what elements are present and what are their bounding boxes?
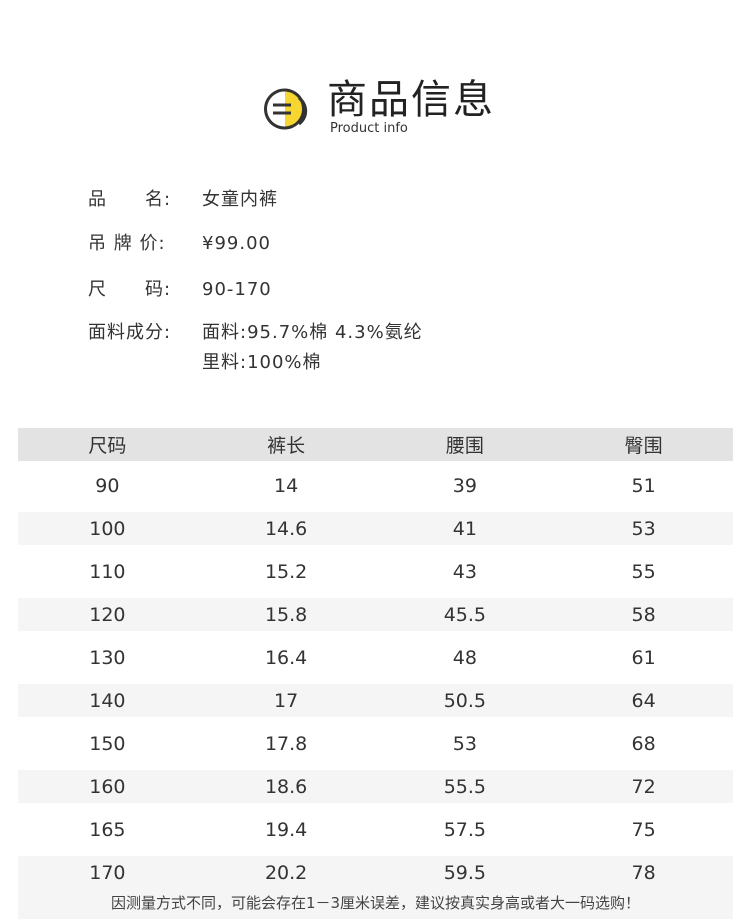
column-header: 臀围 (624, 435, 663, 457)
info-label: 吊 牌 价: (88, 233, 166, 254)
table-header-row: 尺码 裤长 腰围 臀围 (18, 428, 733, 461)
table-row: 100 14.6 41 53 (18, 512, 733, 545)
table-cell: 150 (89, 732, 126, 755)
section-header: 商品信息 Product info (263, 76, 503, 140)
table-cell: 16.4 (264, 646, 308, 669)
table-cell: 41 (452, 517, 477, 540)
table-cell: 18.6 (264, 775, 308, 798)
table-cell: 15.2 (264, 560, 308, 583)
table-cell: 19.4 (264, 818, 308, 841)
info-value: 里料:100%棉 (202, 352, 322, 373)
section-title: 商品信息 (327, 77, 495, 123)
info-value: 90-170 (202, 279, 272, 300)
table-cell: 50.5 (443, 689, 487, 712)
table-cell: 55 (631, 560, 656, 583)
table-row: 110 15.2 43 55 (18, 555, 733, 588)
table-cell: 170 (89, 861, 126, 884)
table-cell: 58 (631, 603, 656, 626)
info-value: 面料:95.7%棉 4.3%氨纶 (202, 322, 423, 343)
table-cell: 53 (631, 517, 656, 540)
table-row: 90 14 39 51 (18, 469, 733, 502)
column-header: 尺码 (88, 435, 127, 457)
table-cell: 130 (89, 646, 126, 669)
table-cell: 20.2 (264, 861, 308, 884)
table-row: 165 19.4 57.5 75 (18, 813, 733, 846)
table-cell: 53 (452, 732, 477, 755)
table-cell: 43 (452, 560, 477, 583)
table-row: 150 17.8 53 68 (18, 727, 733, 760)
table-cell: 78 (631, 861, 656, 884)
table-cell: 72 (631, 775, 656, 798)
table-cell: 17 (274, 689, 299, 712)
info-value: ¥99.00 (202, 233, 271, 254)
table-row: 160 18.6 55.5 72 (18, 770, 733, 803)
table-cell: 165 (89, 818, 126, 841)
table-cell: 39 (452, 474, 477, 497)
measurement-note: 因测量方式不同，可能会存在1－3厘米误差，建议按真实身高或者大一码选购！ (18, 887, 733, 919)
table-cell: 14 (274, 474, 299, 497)
size-table: 尺码 裤长 腰围 臀围 90 14 39 51 100 14.6 41 53 110 15.2 43… (18, 428, 733, 899)
column-header: 腰围 (445, 435, 484, 457)
table-cell: 160 (89, 775, 126, 798)
table-cell: 90 (95, 474, 120, 497)
info-value: 女童内裤 (202, 189, 278, 210)
table-cell: 64 (631, 689, 656, 712)
info-label: 品 名: (88, 189, 172, 210)
table-cell: 100 (89, 517, 126, 540)
table-cell: 48 (452, 646, 477, 669)
column-header: 裤长 (267, 435, 306, 457)
list-badge-icon (264, 88, 308, 130)
table-row: 170 20.2 59.5 78 (18, 856, 733, 889)
table-cell: 75 (631, 818, 656, 841)
table-cell: 51 (631, 474, 656, 497)
table-cell: 45.5 (443, 603, 487, 626)
info-label: 尺 码: (88, 279, 172, 300)
table-cell: 110 (89, 560, 126, 583)
table-row: 120 15.8 45.5 58 (18, 598, 733, 631)
table-cell: 15.8 (264, 603, 308, 626)
table-cell: 17.8 (264, 732, 308, 755)
table-cell: 14.6 (264, 517, 308, 540)
info-label: 面料成分: (88, 322, 172, 343)
table-cell: 68 (631, 732, 656, 755)
table-row: 140 17 50.5 64 (18, 684, 733, 717)
table-cell: 59.5 (443, 861, 487, 884)
table-row: 130 16.4 48 61 (18, 641, 733, 674)
table-cell: 120 (89, 603, 126, 626)
table-cell: 55.5 (443, 775, 487, 798)
table-cell: 140 (89, 689, 126, 712)
section-subtitle: Product info (330, 121, 408, 136)
table-cell: 57.5 (443, 818, 487, 841)
table-cell: 61 (631, 646, 656, 669)
